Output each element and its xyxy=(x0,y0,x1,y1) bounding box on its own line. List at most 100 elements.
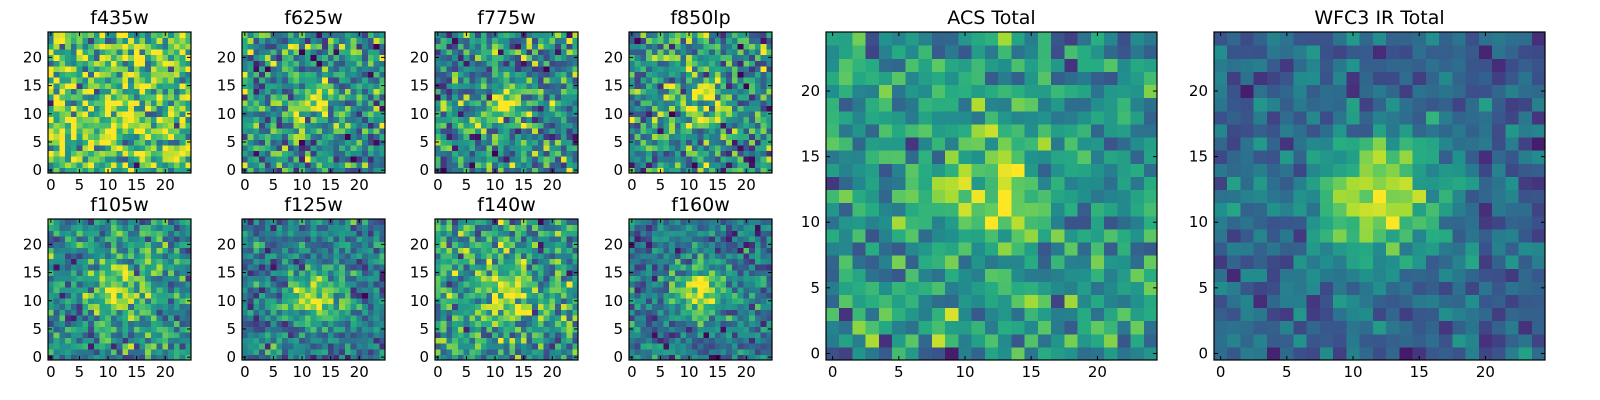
pixel-cell xyxy=(299,286,306,293)
pixel-cell xyxy=(674,65,682,73)
pixel-cell xyxy=(760,297,767,305)
pixel-cell xyxy=(93,252,101,260)
pixel-cell xyxy=(703,314,710,322)
pixel-cell xyxy=(497,116,505,123)
pixel-cell xyxy=(691,167,699,174)
pixel-cell xyxy=(486,82,493,89)
pixel-cell xyxy=(766,48,773,56)
pixel-cell xyxy=(486,343,493,350)
pixel-cell xyxy=(549,48,556,56)
pixel-cell xyxy=(362,219,369,226)
pixel-cell xyxy=(270,297,277,305)
pixel-cell xyxy=(122,224,129,231)
pixel-cell xyxy=(139,139,146,146)
pixel-cell xyxy=(469,65,476,73)
y-tick-label: 0 xyxy=(226,348,236,366)
pixel-cell xyxy=(59,65,66,73)
pixel-cell xyxy=(270,224,277,231)
pixel-cell xyxy=(731,354,739,361)
pixel-cell xyxy=(555,224,562,231)
pixel-cell xyxy=(640,303,647,310)
pixel-cell xyxy=(486,65,493,73)
pixel-cell xyxy=(247,122,255,129)
pixel-cell xyxy=(379,144,386,152)
pixel-cell xyxy=(503,110,510,118)
pixel-cell xyxy=(680,43,687,50)
pixel-cell xyxy=(59,241,66,248)
pixel-cell xyxy=(731,32,739,39)
pixel-cell xyxy=(457,32,465,39)
pixel-cell xyxy=(356,235,363,243)
pixel-cell xyxy=(333,303,340,310)
pixel-cell xyxy=(367,269,375,276)
pixel-cell xyxy=(162,144,169,152)
pixel-cell xyxy=(173,82,181,89)
pixel-cell xyxy=(440,82,448,89)
pixel-cell xyxy=(356,337,363,344)
pixel-cell xyxy=(560,94,568,101)
pixel-cell xyxy=(440,309,448,316)
pixel-cell xyxy=(373,150,380,157)
pixel-cell xyxy=(555,309,562,316)
pixel-cell xyxy=(270,48,277,56)
pixel-cell xyxy=(179,133,186,140)
pixel-cell xyxy=(287,281,295,288)
pixel-cell xyxy=(270,337,277,344)
pixel-cell xyxy=(242,105,249,112)
x-tick-label: 5 xyxy=(269,176,279,194)
pixel-cell xyxy=(93,264,101,271)
pixel-cell xyxy=(327,235,335,243)
pixel-cell xyxy=(53,297,61,305)
pixel-cell xyxy=(93,337,101,344)
pixel-cell xyxy=(105,264,112,271)
pixel-cell xyxy=(555,281,562,288)
pixel-cell xyxy=(486,122,493,129)
pixel-cell xyxy=(446,264,453,271)
pixel-cell xyxy=(486,37,493,44)
pixel-cell xyxy=(497,264,505,271)
pixel-cell xyxy=(304,269,312,276)
pixel-cell xyxy=(457,133,465,140)
pixel-cell xyxy=(259,48,266,56)
pixel-cell xyxy=(457,122,465,129)
pixel-cell xyxy=(139,71,146,78)
pixel-cell xyxy=(532,32,539,39)
pixel-cell xyxy=(492,144,499,152)
pixel-cell xyxy=(185,281,192,288)
pixel-cell xyxy=(703,309,710,316)
pixel-cell xyxy=(162,303,169,310)
image-cells xyxy=(435,219,579,361)
pixel-cell xyxy=(128,110,135,118)
pixel-cell xyxy=(162,105,169,112)
pixel-cell xyxy=(173,43,181,50)
pixel-cell xyxy=(480,167,488,174)
pixel-cell xyxy=(162,252,169,260)
pixel-cell xyxy=(440,43,448,50)
pixel-cell xyxy=(640,48,647,56)
pixel-cell xyxy=(686,110,693,118)
pixel-cell xyxy=(537,32,545,39)
pixel-cell xyxy=(344,281,352,288)
pixel-cell xyxy=(651,156,659,163)
pixel-cell xyxy=(259,309,266,316)
pixel-cell xyxy=(532,224,539,231)
pixel-cell xyxy=(457,303,465,310)
y-tick-label: 0 xyxy=(419,161,429,179)
pixel-cell xyxy=(139,105,146,112)
pixel-cell xyxy=(156,77,163,84)
x-tick-label: 15 xyxy=(127,363,146,381)
pixel-cell xyxy=(185,219,192,226)
pixel-cell xyxy=(440,230,448,237)
pixel-cell xyxy=(99,43,106,50)
pixel-cell xyxy=(333,275,340,282)
pixel-cell xyxy=(322,37,329,44)
pixel-cell xyxy=(532,258,539,265)
pixel-cell xyxy=(463,337,470,344)
pixel-cell xyxy=(282,326,289,333)
pixel-cell xyxy=(646,94,653,101)
pixel-cell xyxy=(185,122,192,129)
pixel-cell xyxy=(264,94,272,101)
pixel-cell xyxy=(709,54,716,61)
pixel-cell xyxy=(185,331,192,339)
pixel-cell xyxy=(253,219,260,226)
